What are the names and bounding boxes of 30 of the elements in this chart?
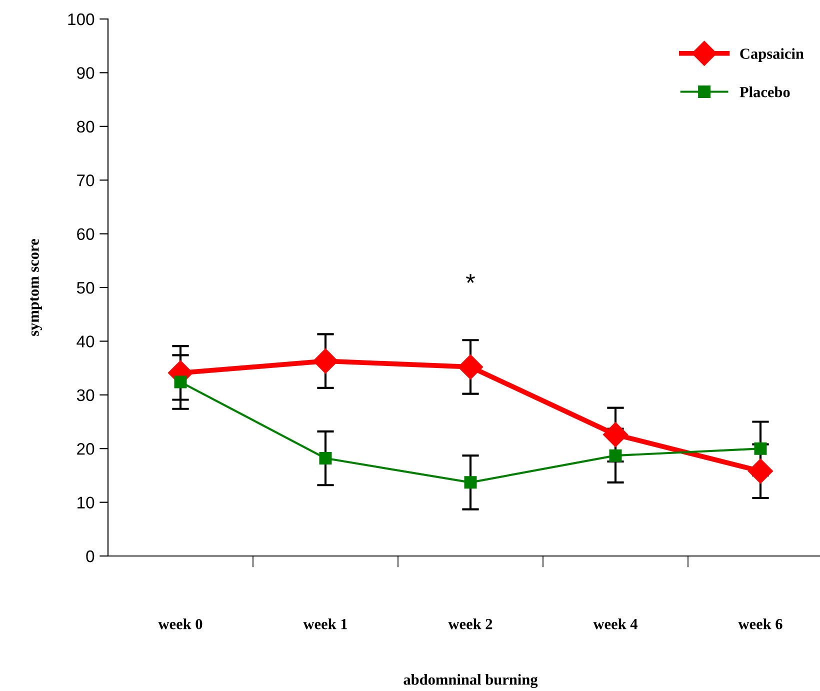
y-tick-label: 30 — [76, 389, 94, 402]
y-tick-label: 90 — [77, 67, 94, 79]
y-tick-label: 50 — [76, 282, 94, 294]
point — [609, 449, 622, 462]
annotation: * — [466, 274, 475, 283]
y-tick-label: 100 — [68, 13, 94, 26]
y-tick-label: 10 — [78, 496, 94, 509]
point — [464, 476, 477, 489]
y-axis-title: symptom score — [30, 239, 42, 336]
x-tick-label: week 6 — [738, 618, 782, 630]
point — [754, 442, 767, 455]
x-tick-label: week 4 — [593, 618, 638, 630]
point — [458, 354, 483, 380]
legend-label: Placebo — [740, 86, 790, 98]
legend-label: Capsaicin — [740, 48, 804, 62]
point — [748, 458, 773, 484]
y-tick-label: 70 — [77, 174, 94, 186]
x-tick-label: week 1 — [303, 618, 347, 630]
point — [313, 348, 338, 374]
y-tick-label: 40 — [76, 336, 94, 348]
x-tick-label: week 2 — [448, 618, 492, 630]
x-tick-label: week 0 — [158, 618, 202, 630]
point — [174, 376, 187, 388]
y-tick-label: 80 — [76, 120, 94, 133]
x-axis-title: abdomninal burning — [404, 674, 538, 688]
point — [319, 452, 332, 465]
y-tick-label: 0 — [86, 550, 94, 562]
y-tick-label: 20 — [77, 443, 94, 455]
point — [603, 422, 628, 448]
y-tick-label: 60 — [77, 228, 94, 240]
